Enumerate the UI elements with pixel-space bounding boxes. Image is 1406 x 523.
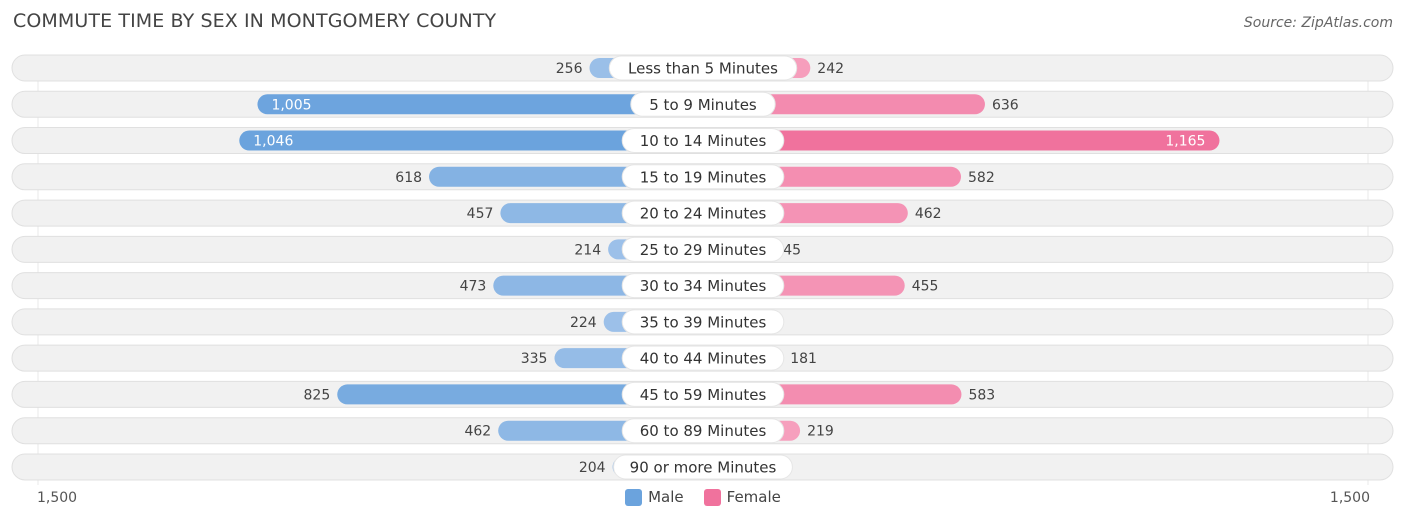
female-value-label: 455 — [912, 279, 939, 295]
category-label: Less than 5 Minutes — [628, 60, 778, 78]
female-value-label: 219 — [807, 424, 834, 440]
male-value-label: 473 — [460, 279, 487, 295]
male-value-label: 214 — [574, 242, 601, 258]
category-label: 45 to 59 Minutes — [640, 386, 767, 404]
male-value-label: 224 — [570, 315, 597, 331]
legend: Male Female — [0, 488, 1406, 506]
category-pill — [613, 454, 793, 480]
female-value-label: 582 — [968, 170, 995, 186]
female-value-label: 583 — [968, 387, 995, 403]
male-value-label: 335 — [521, 351, 548, 367]
category-label: 60 to 89 Minutes — [640, 422, 767, 440]
female-value-label: 242 — [817, 61, 844, 77]
chart-source: Source: ZipAtlas.com — [1243, 15, 1393, 31]
category-pill — [621, 128, 785, 154]
category-pill — [621, 164, 785, 190]
chart-title: COMMUTE TIME BY SEX IN MONTGOMERY COUNTY — [13, 10, 497, 32]
female-value-label: 636 — [992, 97, 1019, 113]
category-pill — [608, 55, 798, 81]
female-value-label: 462 — [915, 206, 942, 222]
legend-label-male: Male — [648, 488, 684, 506]
male-value-label: 462 — [464, 424, 491, 440]
category-pill — [621, 418, 785, 444]
legend-label-female: Female — [726, 488, 781, 506]
category-pill — [621, 273, 785, 299]
male-value-label: 618 — [395, 170, 422, 186]
male-bar — [239, 130, 714, 151]
axis-left-label: 1,500 — [37, 490, 78, 506]
category-label: 15 to 19 Minutes — [640, 168, 767, 186]
category-pill — [621, 309, 785, 335]
legend-item-male: Male — [625, 488, 684, 506]
female-bar — [693, 130, 1220, 151]
male-value-label: 457 — [467, 206, 494, 222]
male-value-label: 1,046 — [253, 134, 293, 150]
male-bar — [337, 384, 713, 405]
category-pill — [621, 200, 785, 226]
category-label: 40 to 44 Minutes — [640, 350, 767, 368]
category-label: 30 to 34 Minutes — [640, 277, 767, 295]
legend-swatch-female — [703, 488, 721, 506]
category-label: 5 to 9 Minutes — [649, 96, 757, 114]
category-pill — [621, 381, 785, 407]
category-pill — [621, 236, 785, 262]
category-pill — [630, 91, 776, 117]
male-bar — [257, 94, 713, 115]
category-label: 10 to 14 Minutes — [640, 132, 767, 150]
female-value-label: 181 — [790, 351, 817, 367]
male-value-label: 1,005 — [271, 97, 311, 113]
legend-item-female: Female — [703, 488, 781, 506]
axis-right-label: 1,500 — [1329, 490, 1370, 506]
commute-chart: 256 242 Less than 5 Minutes 1,005 636 5 to 9 … — [11, 54, 1394, 485]
category-label: 20 to 24 Minutes — [640, 205, 767, 223]
legend-swatch-male — [625, 488, 643, 506]
category-label: 90 or more Minutes — [630, 458, 777, 476]
male-value-label: 825 — [304, 387, 331, 403]
category-label: 25 to 29 Minutes — [640, 241, 767, 259]
category-pill — [621, 345, 785, 371]
male-value-label: 204 — [579, 460, 606, 476]
male-value-label: 256 — [556, 61, 583, 77]
female-value-label: 1,165 — [1165, 134, 1205, 150]
category-label: 35 to 39 Minutes — [640, 313, 767, 331]
